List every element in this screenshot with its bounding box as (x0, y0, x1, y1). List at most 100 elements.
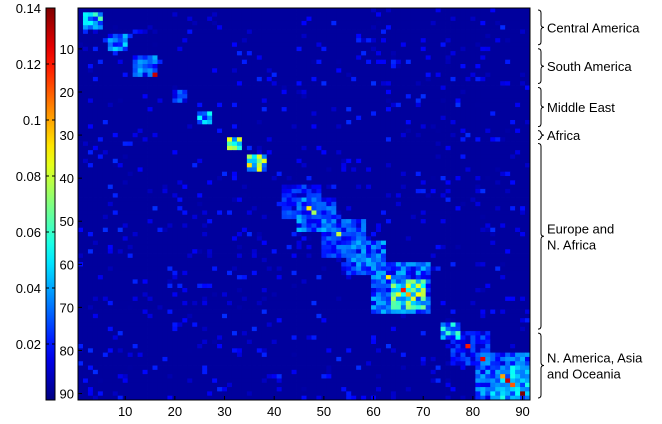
heatmap-cell (112, 16, 119, 22)
heatmap-cell (306, 68, 312, 74)
heatmap-cell (276, 219, 283, 224)
heatmap-cell (102, 223, 109, 229)
heatmap-cell (430, 232, 437, 237)
heatmap-cell (321, 89, 327, 95)
heatmap-cell (87, 120, 94, 125)
heatmap-cell (505, 111, 511, 117)
heatmap-cell (222, 20, 228, 26)
heatmap-cell (480, 111, 486, 117)
heatmap-cell (137, 85, 143, 91)
heatmap-cell (212, 29, 218, 35)
heatmap-cell (102, 236, 109, 242)
heatmap-cell (490, 64, 496, 69)
heatmap-cell (405, 12, 412, 18)
heatmap-cell (346, 132, 352, 138)
heatmap-cell (495, 154, 501, 160)
heatmap-cell (460, 107, 466, 112)
heatmap-cell (147, 223, 153, 229)
heatmap-cell (187, 158, 193, 164)
heatmap-cell (92, 25, 99, 30)
heatmap-cell (82, 68, 89, 74)
heatmap-cell (470, 163, 476, 168)
heatmap-cell (251, 68, 258, 74)
heatmap-cell (445, 137, 451, 142)
heatmap-cell (385, 115, 392, 121)
heatmap-cell (266, 29, 273, 35)
heatmap-cell (301, 201, 307, 207)
heatmap-cell (207, 51, 213, 56)
heatmap-cell (450, 59, 456, 65)
heatmap-cell (515, 163, 521, 168)
heatmap-cell (331, 206, 337, 211)
heatmap-cell (227, 180, 233, 186)
heatmap-cell (78, 115, 84, 121)
heatmap-cell (92, 38, 99, 43)
heatmap-cell (445, 201, 451, 207)
heatmap-cell (520, 163, 526, 168)
heatmap-cell (425, 115, 432, 121)
heatmap-cell (142, 240, 148, 246)
heatmap-cell (415, 12, 422, 18)
heatmap-cell (231, 158, 238, 164)
heatmap-cell (371, 193, 377, 198)
heatmap-cell (480, 137, 486, 142)
heatmap-cell (92, 150, 99, 155)
heatmap-cell (107, 197, 114, 203)
heatmap-cell (197, 128, 203, 134)
heatmap-cell (385, 102, 392, 108)
heatmap-cell (425, 180, 432, 186)
heatmap-cell (366, 72, 372, 78)
heatmap-cell (376, 42, 382, 48)
heatmap-cell (281, 201, 288, 207)
heatmap-cell (231, 128, 238, 134)
heatmap-cell (376, 72, 382, 78)
heatmap-cell (207, 219, 213, 224)
heatmap-cell (132, 89, 139, 95)
heatmap-cell (202, 158, 208, 164)
heatmap-cell (152, 193, 158, 198)
heatmap-cell (500, 59, 506, 65)
heatmap-cell (127, 76, 134, 82)
heatmap-cell (256, 124, 263, 130)
heatmap-cell (222, 141, 228, 147)
heatmap-cell (152, 171, 158, 177)
heatmap-cell (376, 184, 382, 190)
heatmap-cell (291, 107, 297, 112)
heatmap-cell (455, 29, 461, 35)
heatmap-cell (510, 16, 516, 22)
heatmap-cell (227, 219, 233, 224)
heatmap-cell (455, 227, 461, 233)
heatmap-cell (336, 102, 342, 108)
heatmap-cell (415, 210, 422, 216)
heatmap-cell (395, 42, 402, 48)
heatmap-cell (371, 163, 377, 168)
heatmap-cell (271, 102, 278, 108)
heatmap-cell (321, 137, 327, 142)
heatmap-cell (470, 42, 476, 48)
heatmap-cell (112, 154, 119, 160)
heatmap-cell (182, 223, 188, 229)
heatmap-cell (500, 55, 506, 61)
heatmap-cell (172, 42, 178, 48)
heatmap-cell (316, 176, 322, 181)
heatmap-cell (465, 55, 471, 61)
heatmap-cell (301, 120, 307, 125)
heatmap-cell (261, 98, 268, 104)
heatmap-cell (271, 223, 278, 229)
heatmap-cell (400, 150, 407, 155)
heatmap-cell (187, 12, 193, 18)
heatmap-cell (296, 137, 302, 142)
heatmap-cell (92, 141, 99, 147)
heatmap-cell (132, 206, 139, 211)
heatmap-cell (450, 158, 456, 164)
heatmap-cell (420, 141, 427, 147)
heatmap-cell (470, 184, 476, 190)
heatmap-cell (202, 150, 208, 155)
heatmap-cell (78, 145, 84, 151)
heatmap-cell (366, 55, 372, 61)
heatmap-cell (152, 68, 158, 74)
heatmap-cell (366, 64, 372, 69)
heatmap-cell (356, 197, 362, 203)
heatmap-cell (500, 145, 506, 151)
heatmap-cell (500, 236, 506, 242)
